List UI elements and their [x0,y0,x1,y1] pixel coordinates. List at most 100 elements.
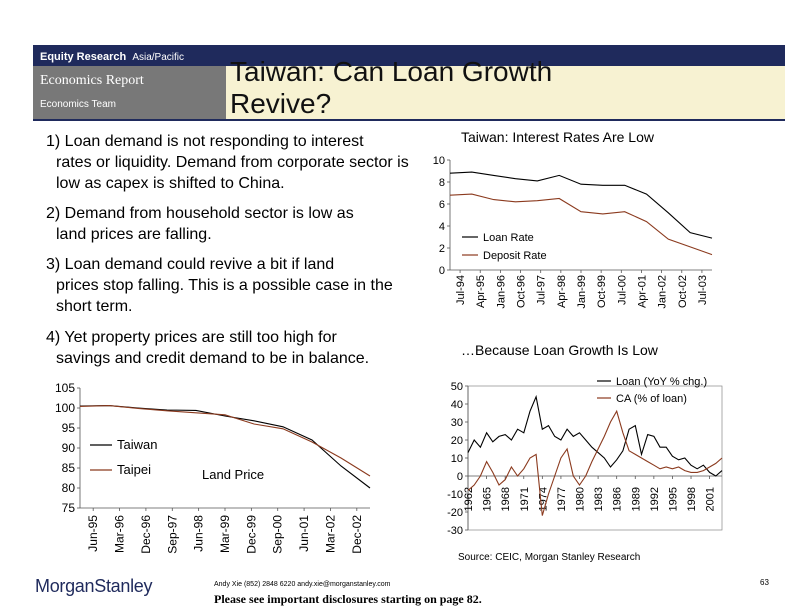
loan_growth-y-tick-label: 40 [451,399,463,411]
interest_rates-x-tick-label: Jul-94 [455,275,467,305]
page-title: Taiwan: Can Loan Growth Revive? [230,56,553,119]
land_price-legend-1-label: Taiwan [117,437,157,452]
loan_growth-x-tick-label: 1971 [519,487,531,511]
point-3-line1: 3) Loan demand could revive a bit if lan… [46,256,335,273]
morgan-stanley-logo: MorganStanley [35,576,152,597]
interest_rates-x-tick-label: Jan-96 [495,275,507,309]
point-3-rest: prices stop falling. This is a possible … [56,277,393,315]
interest_rates-x-tick-label: Jan-99 [576,275,588,309]
division-name: Equity Research [40,51,127,63]
interest_rates-series-1-line [449,171,713,239]
interest_rates-y-tick-label: 4 [439,221,445,233]
point-4-line1: 4) Yet property prices are still too hig… [46,329,337,346]
point-2-line1: 2) Demand from household sector is low a… [46,205,354,222]
loan-chart-caption: …Because Loan Growth Is Low [461,342,658,358]
land_price-y-tick-label: 90 [62,441,76,455]
interest_rates-x-tick-label: Apr-98 [556,275,568,308]
interest_rates-x-tick-label: Jan-02 [657,275,669,309]
land_price-title: Land Price [202,467,264,482]
land_price-x-tick-label: Sep-97 [165,515,179,554]
interest_rates-y-tick-label: 10 [433,155,445,167]
loan_growth-y-tick-label: 20 [451,435,463,447]
loan_growth-x-tick-label: 1968 [500,487,512,511]
loan_growth-series-2-line [467,409,723,516]
land_price-x-tick-label: Sep-00 [271,515,285,554]
land_price-x-tick-label: Mar-02 [323,515,337,553]
point-3: 3) Loan demand could revive a bit if lan… [46,254,416,317]
land_price-y-tick-label: 75 [62,501,76,515]
interest_rates-y-tick-label: 6 [439,199,445,211]
point-2-rest: land prices are falling. [56,226,212,243]
land_price-legend-2-label: Taipei [117,462,151,477]
header-divider [33,119,785,121]
header-bar [33,45,785,66]
land_price-x-tick-label: Jun-95 [86,515,100,552]
land_price-x-tick-label: Mar-96 [113,515,127,553]
interest_rates-x-tick-label: Apr-01 [636,275,648,308]
interest_rates-x-tick-label: Apr-95 [475,275,487,308]
loan_growth-y-tick-label: -10 [447,489,463,501]
interest_rates-y-tick-label: 8 [439,177,445,189]
interest_rates-x-tick-label: Oct-02 [677,275,689,308]
loan_growth-legend-1-label: Loan (YoY % chg.) [616,376,707,388]
loan_growth-x-tick-label: 2001 [705,487,717,511]
region-name: Asia/Pacific [132,52,185,63]
loan_growth-y-tick-label: 30 [451,417,463,429]
rates-chart-caption: Taiwan: Interest Rates Are Low [461,129,654,145]
interest_rates-legend-1-label: Loan Rate [483,232,534,244]
loan_growth-y-tick-label: 0 [457,471,463,483]
disclosure-note: Please see important disclosures startin… [214,592,482,606]
loan_growth-x-tick-label: 1992 [649,487,661,511]
analyst-contact: Andy Xie (852) 2848 6220 andy.xie@morgan… [214,581,391,588]
land_price-y-tick-label: 80 [62,481,76,495]
interest_rates-legend-2-label: Deposit Rate [483,250,547,262]
loan_growth-x-tick-label: 1980 [575,487,587,511]
point-4-rest: savings and credit demand to be in balan… [56,350,370,367]
land_price-x-tick-label: Dec-96 [139,515,153,554]
interest_rates-x-tick-label: Jul-03 [697,275,709,305]
land_price-y-tick-label: 105 [55,381,75,395]
land_price-x-tick-label: Jun-98 [192,515,206,552]
point-1: 1) Loan demand is not responding to inte… [46,131,416,194]
point-4: 4) Yet property prices are still too hig… [46,327,416,369]
interest_rates-x-tick-label: Jul-97 [536,275,548,305]
loan_growth-y-tick-label: -20 [447,507,463,519]
title-box [226,66,785,119]
loan_growth-x-tick-label: 1965 [482,487,494,511]
loan_growth-legend-2-label: CA (% of loan) [616,393,687,405]
land_price-y-tick-label: 95 [62,421,76,435]
interest_rates-x-tick-label: Oct-99 [596,275,608,308]
land_price-x-tick-label: Dec-99 [244,515,258,554]
interest_rates-x-tick-label: Jul-00 [616,275,628,305]
report-type: Economics Report [40,73,144,88]
team-name: Economics Team [40,99,116,110]
loan_growth-series-1-line [467,394,723,477]
interest_rates-x-tick-label: Oct-96 [516,275,528,308]
interest_rates-series-2-line [449,193,713,256]
interest_rates-y-tick-label: 2 [439,243,445,255]
point-1-rest: rates or liquidity. Demand from corporat… [56,154,409,192]
source-note: Source: CEIC, Morgan Stanley Research [458,552,641,563]
land_price-x-tick-label: Mar-99 [218,515,232,553]
loan_growth-y-tick-label: -30 [447,525,463,537]
page-number: 63 [760,578,769,587]
loan_growth-y-tick-label: 10 [451,453,463,465]
land_price-x-tick-label: Dec-02 [350,515,364,554]
logo-morgan: Morgan [35,576,95,596]
loan_growth-x-tick-label: 1995 [667,487,679,511]
loan_growth-x-tick-label: 1998 [686,487,698,511]
point-1-line1: 1) Loan demand is not responding to inte… [46,133,364,150]
loan_growth-y-tick-label: 50 [451,381,463,393]
loan_growth-x-tick-label: 1983 [593,487,605,511]
logo-stanley: Stanley [94,576,153,596]
loan_growth-x-tick-label: 1977 [556,487,568,511]
land_price-y-tick-label: 85 [62,461,76,475]
loan_growth-x-tick-label: 1962 [463,487,475,511]
interest_rates-y-tick-label: 0 [439,265,445,277]
point-2: 2) Demand from household sector is low a… [46,203,416,245]
loan_growth-x-tick-label: 1986 [612,487,624,511]
land_price-y-tick-label: 100 [55,401,75,415]
loan_growth-x-tick-label: 1989 [630,487,642,511]
land_price-x-tick-label: Jun-01 [297,515,311,552]
